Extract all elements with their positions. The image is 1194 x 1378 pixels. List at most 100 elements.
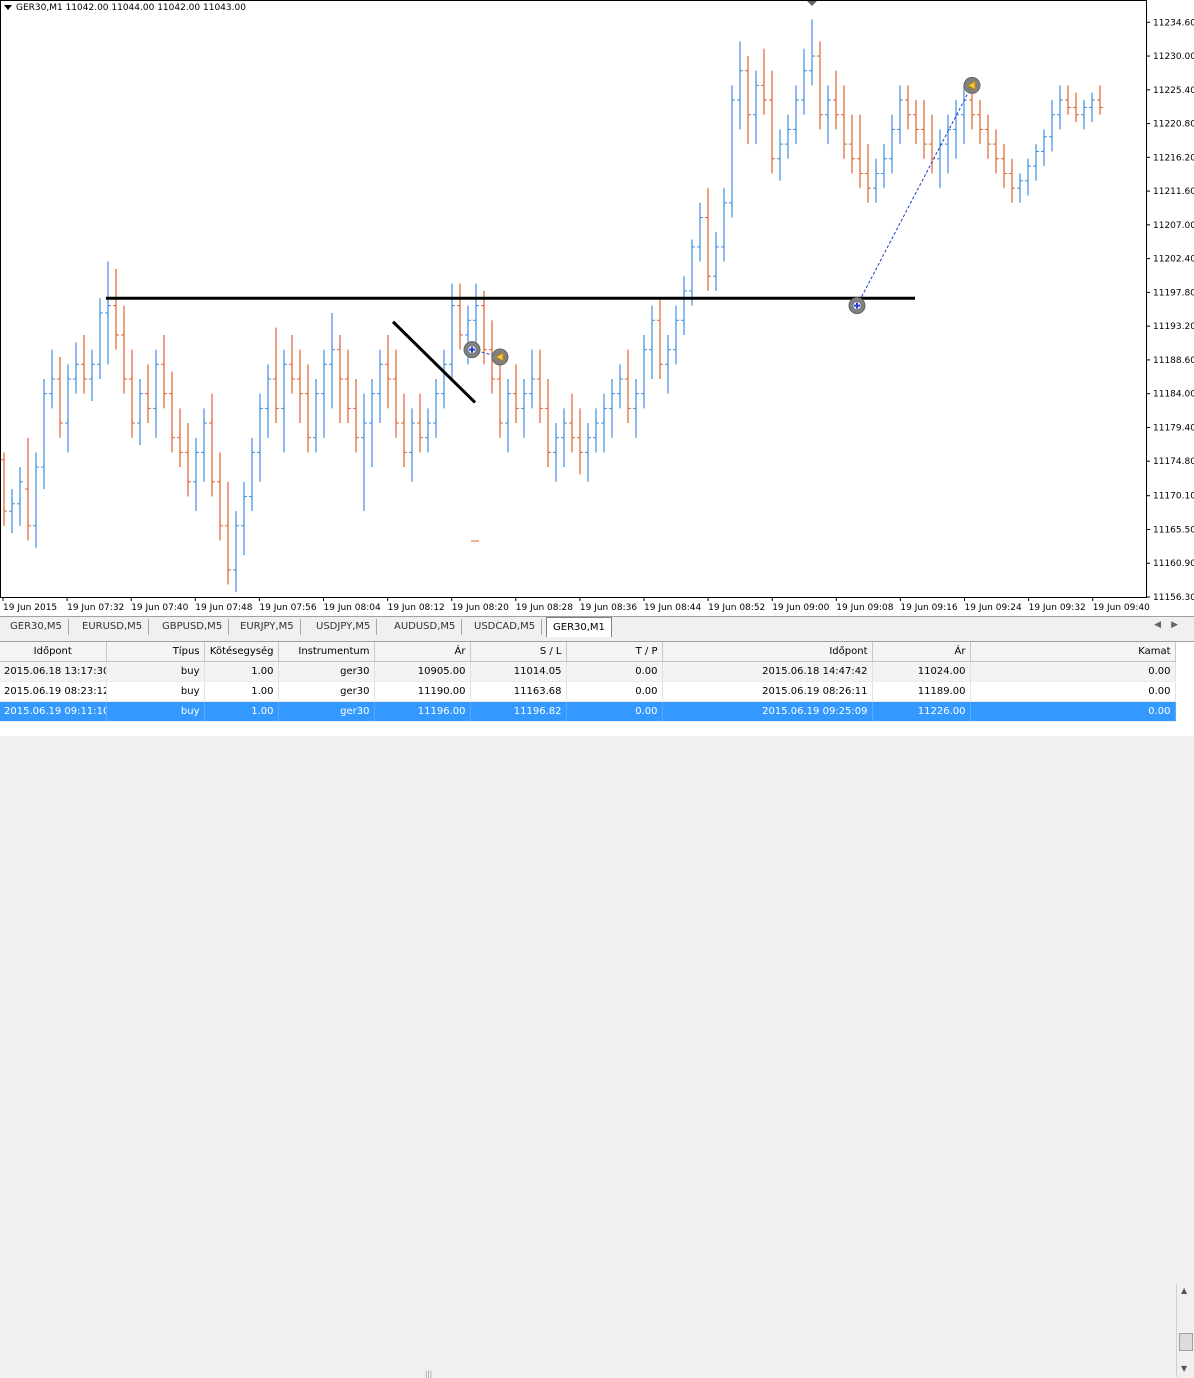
- tab-usdjpy-m5[interactable]: USDJPY,M5: [310, 619, 378, 635]
- plot-border: [0, 0, 1147, 598]
- time-axis-label: 19 Jun 08:20: [452, 603, 509, 613]
- cell-interest: 0.00: [970, 681, 1176, 702]
- col-header-open-time[interactable]: Időpont: [0, 642, 107, 662]
- trade-history-panel: Időpont Típus Kötésegység Instrumentum Á…: [0, 641, 1194, 1378]
- time-axis-label: 19 Jun 07:32: [67, 603, 124, 613]
- price-axis-label: 11193.20: [1153, 322, 1194, 332]
- time-axis-label: 19 Jun 08:36: [580, 603, 637, 613]
- tab-eurusd-m5[interactable]: EURUSD,M5: [76, 619, 150, 635]
- cell-instrument: ger30: [278, 701, 375, 722]
- cell-tp: 0.00: [566, 681, 663, 702]
- symbol-header: GER30,M1 11042.00 11044.00 11042.00 1104…: [4, 3, 246, 13]
- price-axis-label: 11197.80: [1153, 288, 1194, 298]
- table-row-selected[interactable]: 2015.06.19 09:11:10 buy 1.00 ger30 11196…: [0, 701, 1176, 722]
- time-axis-label: 19 Jun 09:08: [836, 603, 893, 613]
- price-axis-label: 11156.30: [1153, 593, 1194, 603]
- scroll-thumb[interactable]: [1179, 1333, 1193, 1351]
- chart-menu-triangle-icon[interactable]: [4, 5, 12, 10]
- cell-sl: 11163.68: [470, 681, 567, 702]
- cell-open-time: 2015.06.19 09:11:10: [0, 701, 107, 722]
- price-axis-label: 11230.00: [1153, 52, 1194, 62]
- col-header-volume[interactable]: Kötésegység: [204, 642, 279, 662]
- col-header-close-time[interactable]: Időpont: [662, 642, 873, 662]
- tab-ger30-m5[interactable]: GER30,M5: [4, 619, 69, 635]
- cell-type: buy: [106, 701, 205, 722]
- cell-open-price: 10905.00: [374, 661, 471, 682]
- time-axis-label: 19 Jun 07:40: [131, 603, 188, 613]
- cell-close-price: 11189.00: [872, 681, 971, 702]
- time-axis-label: 19 Jun 09:16: [900, 603, 957, 613]
- price-axis-label: 11220.80: [1153, 120, 1194, 130]
- price-axis-label: 11225.40: [1153, 86, 1194, 96]
- table-row[interactable]: 2015.06.18 13:17:30 buy 1.00 ger30 10905…: [0, 661, 1176, 682]
- time-axis-label: 19 Jun 08:04: [324, 603, 381, 613]
- cell-open-price: 11196.00: [374, 701, 471, 722]
- col-header-open-price[interactable]: Ár: [374, 642, 471, 662]
- time-axis-label: 19 Jun 09:40: [1093, 603, 1150, 613]
- tab-audusd-m5[interactable]: AUDUSD,M5: [388, 619, 463, 635]
- col-header-interest[interactable]: Kamat: [970, 642, 1176, 662]
- scroll-up-icon[interactable]: ▲: [1181, 1286, 1188, 1295]
- table-header-row: Időpont Típus Kötésegység Instrumentum Á…: [0, 642, 1176, 662]
- table-row[interactable]: 2015.06.19 08:23:12 buy 1.00 ger30 11190…: [0, 681, 1176, 702]
- price-axis-label: 11216.20: [1153, 153, 1194, 163]
- time-axis-label: 19 Jun 07:56: [259, 603, 316, 613]
- chart-shift-marker-icon[interactable]: [807, 1, 817, 6]
- cell-open-time: 2015.06.19 08:23:12: [0, 681, 107, 702]
- cell-close-time: 2015.06.18 14:47:42: [662, 661, 873, 682]
- tab-usdcad-m5[interactable]: USDCAD,M5: [468, 619, 543, 635]
- col-header-instrument[interactable]: Instrumentum: [278, 642, 375, 662]
- cell-instrument: ger30: [278, 681, 375, 702]
- table-vertical-scrollbar[interactable]: ▲ ▼: [1176, 1284, 1194, 1377]
- col-header-tp[interactable]: T / P: [566, 642, 663, 662]
- col-header-type[interactable]: Típus: [106, 642, 205, 662]
- price-axis-label: 11211.60: [1153, 187, 1194, 197]
- scroll-down-icon[interactable]: ▼: [1181, 1364, 1188, 1373]
- price-axis-label: 11179.40: [1153, 423, 1194, 433]
- cell-type: buy: [106, 661, 205, 682]
- time-axis-label: 19 Jun 08:52: [708, 603, 765, 613]
- tab-gbpusd-m5[interactable]: GBPUSD,M5: [156, 619, 230, 635]
- cell-open-price: 11190.00: [374, 681, 471, 702]
- cell-open-time: 2015.06.18 13:17:30: [0, 661, 107, 682]
- time-axis-label: 19 Jun 09:00: [772, 603, 829, 613]
- price-chart[interactable]: 11234.60 11230.00 11225.40 11220.80 11216.20…: [0, 0, 1194, 616]
- time-axis-label: 19 Jun 09:24: [965, 603, 1022, 613]
- time-axis-label: 19 Jun 08:28: [516, 603, 573, 613]
- col-header-sl[interactable]: S / L: [470, 642, 567, 662]
- time-axis-label: 19 Jun 09:32: [1029, 603, 1086, 613]
- cell-close-time: 2015.06.19 09:25:09: [662, 701, 873, 722]
- tab-scroll-arrows[interactable]: ◀▶: [1154, 620, 1188, 630]
- cell-interest: 0.00: [970, 701, 1176, 722]
- trend-line[interactable]: [391, 320, 477, 404]
- tab-scroll-right-icon[interactable]: ▶: [1171, 620, 1188, 630]
- col-header-close-price[interactable]: Ár: [872, 642, 971, 662]
- cell-sl: 11196.82: [470, 701, 567, 722]
- price-axis-label: 11188.60: [1153, 356, 1194, 366]
- price-axis-label: 11184.00: [1153, 390, 1194, 400]
- tab-ger30-m1[interactable]: GER30,M1: [546, 617, 612, 637]
- price-axis-label: 11234.60: [1153, 18, 1194, 28]
- price-axis-label: 11170.10: [1153, 492, 1194, 502]
- time-axis-label: 19 Jun 2015: [3, 603, 57, 613]
- table-horizontal-scrollbar[interactable]: |||: [0, 1370, 1175, 1378]
- cell-close-price: 11024.00: [872, 661, 971, 682]
- cell-sl: 11014.05: [470, 661, 567, 682]
- chart-tabs-bar: GER30,M5 EURUSD,M5 GBPUSD,M5 EURJPY,M5 U…: [0, 616, 1194, 638]
- cell-interest: 0.00: [970, 661, 1176, 682]
- price-axis-label: 11174.80: [1153, 457, 1194, 467]
- trade-history-table: Időpont Típus Kötésegység Instrumentum Á…: [0, 642, 1176, 722]
- time-axis-label: 19 Jun 07:48: [195, 603, 252, 613]
- scroll-grip-icon[interactable]: |||: [425, 1370, 433, 1378]
- price-axis-label: 11165.50: [1153, 525, 1194, 535]
- trade-close-arrow-icon: [494, 352, 504, 362]
- time-axis-label: 19 Jun 08:44: [644, 603, 701, 613]
- tab-eurjpy-m5[interactable]: EURJPY,M5: [234, 619, 301, 635]
- cell-volume: 1.00: [204, 701, 279, 722]
- tab-scroll-left-icon[interactable]: ◀: [1154, 620, 1172, 630]
- trade-close-arrow-icon: [966, 80, 976, 91]
- chart-canvas[interactable]: 11234.60 11230.00 11225.40 11220.80 11216.20…: [0, 0, 1194, 616]
- cell-volume: 1.00: [204, 681, 279, 702]
- trade-dashed-link: [856, 85, 973, 306]
- time-axis-label: 19 Jun 08:12: [388, 603, 445, 613]
